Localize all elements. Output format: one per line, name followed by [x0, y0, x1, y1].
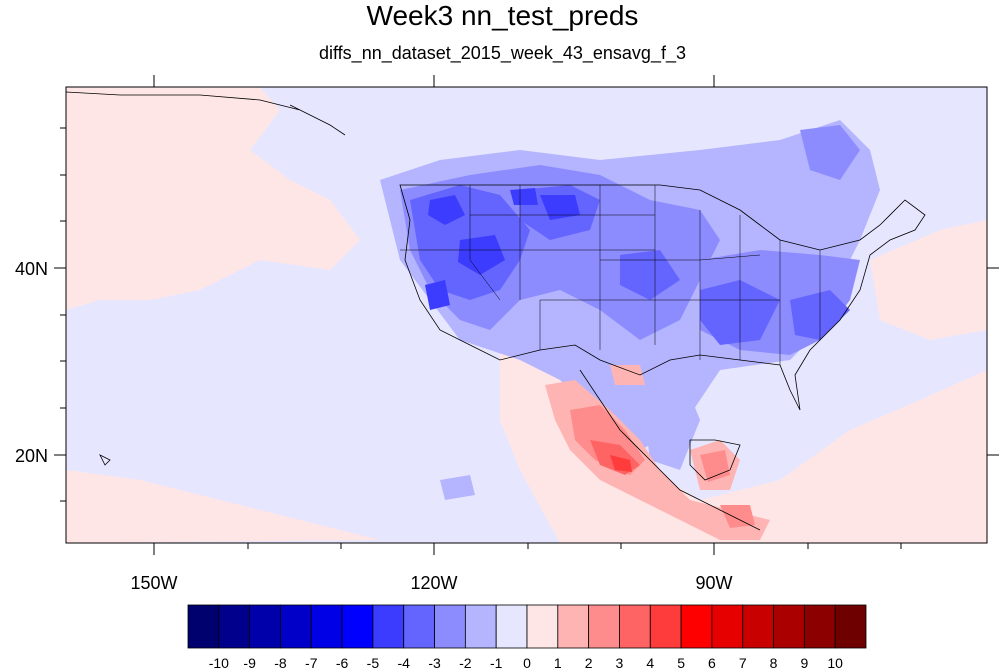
colorbar-tick-label: 10	[827, 655, 843, 671]
colorbar-tick-label: -3	[428, 655, 441, 671]
colorbar-tick-label: -10	[209, 655, 229, 671]
mid-red-region	[720, 505, 755, 528]
colorbar-box	[742, 604, 774, 649]
colorbar-box	[711, 604, 744, 649]
deep-blue-region	[510, 188, 538, 205]
deep-blue-region	[425, 280, 450, 310]
colorbar-tick-label: -5	[367, 655, 380, 671]
colorbar-box	[372, 604, 405, 649]
colorbar-box	[834, 604, 867, 649]
colorbar-tick-label: 1	[554, 655, 562, 671]
deep-blue-region	[540, 195, 580, 220]
map-subtitle: diffs_nn_dataset_2015_week_43_ensavg_f_3	[319, 43, 686, 63]
colorbar-tick-label: 3	[616, 655, 624, 671]
pale-red-region	[500, 350, 987, 543]
deep-red-region	[610, 455, 632, 472]
pale-blue-region	[440, 475, 475, 500]
colorbar-tick-label: 0	[523, 655, 531, 671]
colorbar-labels: -10 -9 -8 -7 -6 -5 -4 -3 -2 -1 0 1 2 3 4 5 6 7 8 9 10	[209, 655, 843, 671]
colorbar-box	[187, 604, 220, 649]
colorbar-tick-label: 9	[800, 655, 808, 671]
colorbar-tick-label: 2	[585, 655, 593, 671]
blue-region	[620, 250, 680, 300]
colorbar-box	[588, 604, 620, 649]
colorbar-tick-label: 6	[708, 655, 716, 671]
pale-red-region	[870, 220, 987, 340]
lon-label-120w: 120W	[410, 573, 457, 593]
map-title: Week3 nn_test_preds	[366, 0, 639, 31]
colorbar-box	[526, 604, 559, 649]
pale-red-region	[66, 87, 360, 310]
lat-label-20n: 20N	[15, 446, 48, 466]
colorbar-tick-label: 7	[739, 655, 747, 671]
colorbar-box	[403, 604, 435, 649]
colorbar	[187, 604, 867, 649]
state-boundaries	[400, 185, 821, 365]
colorbar-box	[649, 604, 682, 649]
lon-label-150w: 150W	[130, 573, 177, 593]
lat-label-40n: 40N	[15, 259, 48, 279]
colorbar-box	[619, 604, 651, 649]
colorbar-tick-label: 8	[770, 655, 778, 671]
pale-blue-region	[640, 370, 700, 470]
colorbar-tick-label: -2	[459, 655, 472, 671]
colorbar-tick-label: -1	[490, 655, 503, 671]
colorbar-box	[341, 604, 374, 649]
axis-ticks	[54, 75, 999, 555]
colorbar-box	[464, 604, 497, 649]
mid-blue-region	[800, 125, 860, 180]
colorbar-box	[310, 604, 343, 649]
colorbar-tick-label: -9	[243, 655, 256, 671]
colorbar-tick-label: -8	[274, 655, 287, 671]
mid-red-region	[700, 450, 730, 482]
colorbar-box	[773, 604, 805, 649]
colorbar-box	[249, 604, 281, 649]
colorbar-box	[680, 604, 713, 649]
colorbar-box	[495, 604, 528, 649]
light-red-region	[610, 365, 645, 385]
colorbar-box	[280, 604, 312, 649]
colorbar-tick-label: 4	[646, 655, 654, 671]
colorbar-box	[803, 604, 836, 649]
colorbar-box	[434, 604, 466, 649]
colorbar-tick-label: -7	[305, 655, 318, 671]
coastlines	[66, 91, 926, 531]
deep-blue-region	[428, 195, 465, 225]
pale-red-region	[66, 470, 380, 543]
colorbar-box	[218, 604, 251, 649]
pale-red-region	[150, 140, 220, 260]
contour-field	[66, 87, 987, 543]
colorbar-tick-label: 5	[677, 655, 685, 671]
colorbar-tick-label: -4	[398, 655, 411, 671]
colorbar-tick-label: -6	[336, 655, 349, 671]
lon-label-90w: 90W	[695, 573, 732, 593]
colorbar-box	[557, 604, 590, 649]
